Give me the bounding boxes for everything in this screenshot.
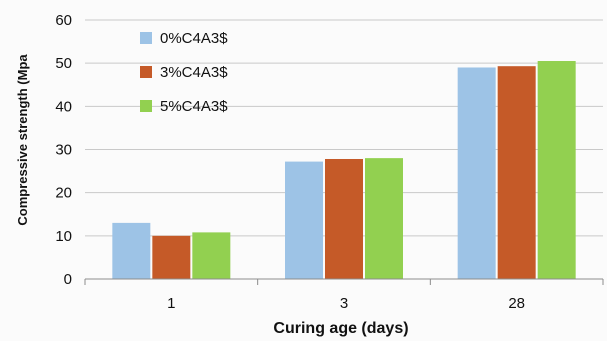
legend-swatch-2 bbox=[140, 100, 152, 112]
y-tick-label-2: 20 bbox=[55, 185, 72, 202]
x-axis-title: Curing age (days) bbox=[273, 320, 408, 337]
bar-0%C4A3$-3 bbox=[285, 161, 323, 279]
bar-5%C4A3$-28 bbox=[537, 61, 576, 280]
y-tick-label-3: 30 bbox=[55, 142, 72, 159]
y-axis-title: Compressive strength (Mpa bbox=[15, 54, 30, 226]
x-tick-label-3: 3 bbox=[340, 295, 348, 312]
y-tick-label-0: 0 bbox=[64, 271, 72, 288]
bar-3%C4A3$-1 bbox=[152, 235, 191, 279]
y-tick-label-1: 10 bbox=[55, 228, 72, 245]
legend-label-0: 0%C4A3$ bbox=[160, 30, 228, 47]
bar-3%C4A3$-3 bbox=[325, 158, 363, 279]
bar-0%C4A3$-28 bbox=[457, 67, 496, 279]
x-tick-label-28: 28 bbox=[508, 295, 525, 312]
legend-label-1: 3%C4A3$ bbox=[160, 64, 228, 81]
legend: 0%C4A3$ 3%C4A3$ 5%C4A3$ bbox=[140, 30, 228, 115]
y-tick-label-5: 50 bbox=[55, 55, 72, 72]
bar-0%C4A3$-1 bbox=[112, 222, 151, 279]
bars bbox=[112, 61, 576, 280]
legend-label-2: 5%C4A3$ bbox=[160, 98, 228, 115]
axes: 0 10 20 30 40 50 60 1 3 28 bbox=[55, 12, 604, 312]
y-tick-label-6: 60 bbox=[55, 12, 72, 29]
legend-swatch-0 bbox=[140, 32, 152, 44]
bar-5%C4A3$-3 bbox=[365, 158, 403, 279]
bar-3%C4A3$-28 bbox=[497, 66, 536, 280]
bar-5%C4A3$-1 bbox=[192, 232, 231, 279]
x-tick-label-1: 1 bbox=[167, 295, 175, 312]
y-tick-label-4: 40 bbox=[55, 98, 72, 115]
legend-swatch-1 bbox=[140, 66, 152, 78]
